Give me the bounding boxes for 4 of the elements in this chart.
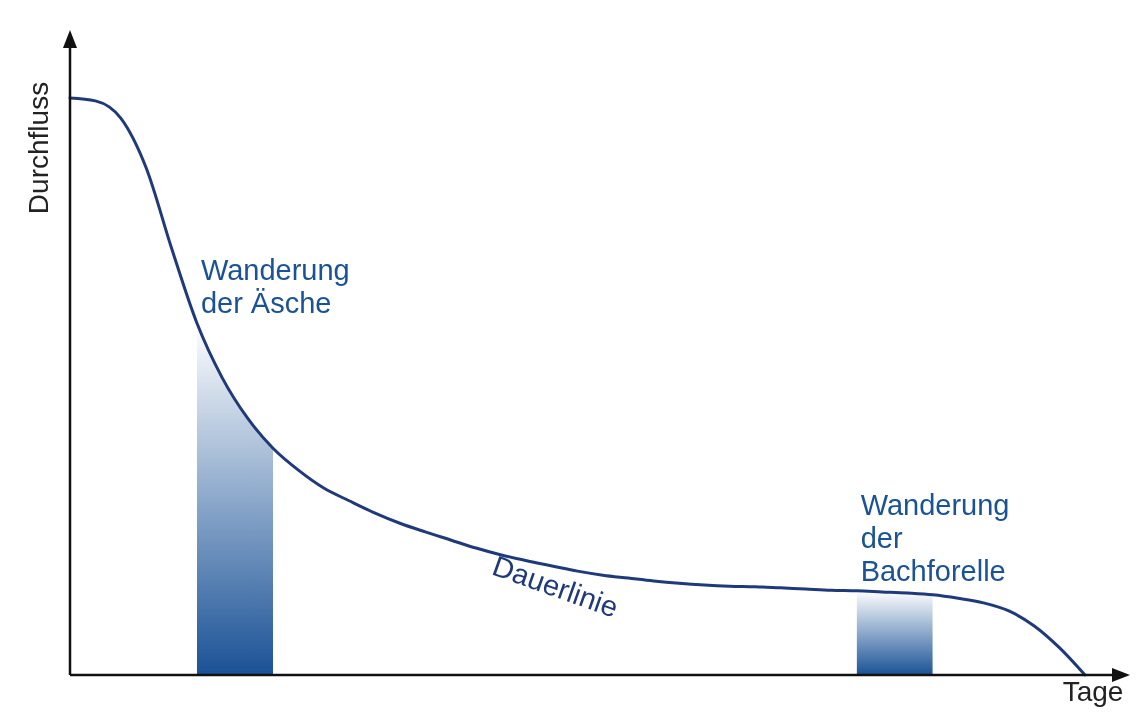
series-label: Wanderung der Äsche xyxy=(200,254,350,320)
y-axis-title: Durchfluss xyxy=(23,81,54,215)
series-label: Wanderung der Bachforelle xyxy=(860,488,1010,587)
x-axis-title: Tage xyxy=(1062,676,1124,707)
